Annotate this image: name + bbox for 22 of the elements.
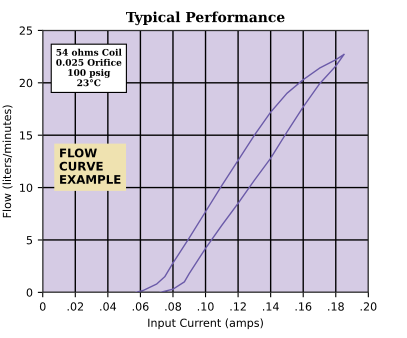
x-tick-label: .10: [198, 302, 214, 311]
x-tick-label: .16: [296, 302, 312, 311]
y-tick-label: 20: [20, 78, 32, 88]
x-tick-label: .02: [68, 302, 84, 311]
x-tick-label: .18: [328, 302, 344, 311]
y-axis-title: Flow (liters/minutes): [2, 105, 12, 218]
annotation: 54 ohms Coil 0.025 Orifice 100 psig 23°C: [56, 48, 122, 86]
y-tick-label: 25: [20, 26, 32, 35]
y-tick-label: 0: [26, 288, 32, 297]
x-tick-label: .20: [360, 302, 376, 311]
y-tick-label: 10: [20, 184, 32, 192]
y-tick-label: 5: [26, 236, 32, 244]
x-tick-label: .14: [263, 302, 279, 311]
x-tick-label: .12: [230, 302, 246, 311]
x-axis-title: Input Current (amps): [148, 318, 263, 330]
x-tick-label: .04: [100, 302, 116, 311]
y-tick-label: 15: [20, 131, 32, 140]
chart-title: Typical Performance: [126, 12, 285, 26]
x-tick-label: 0: [40, 302, 46, 311]
annotation: FLOW CURVE EXAMPLE: [60, 148, 120, 184]
x-tick-label: .06: [132, 302, 149, 311]
x-tick-label: .08: [165, 302, 182, 311]
